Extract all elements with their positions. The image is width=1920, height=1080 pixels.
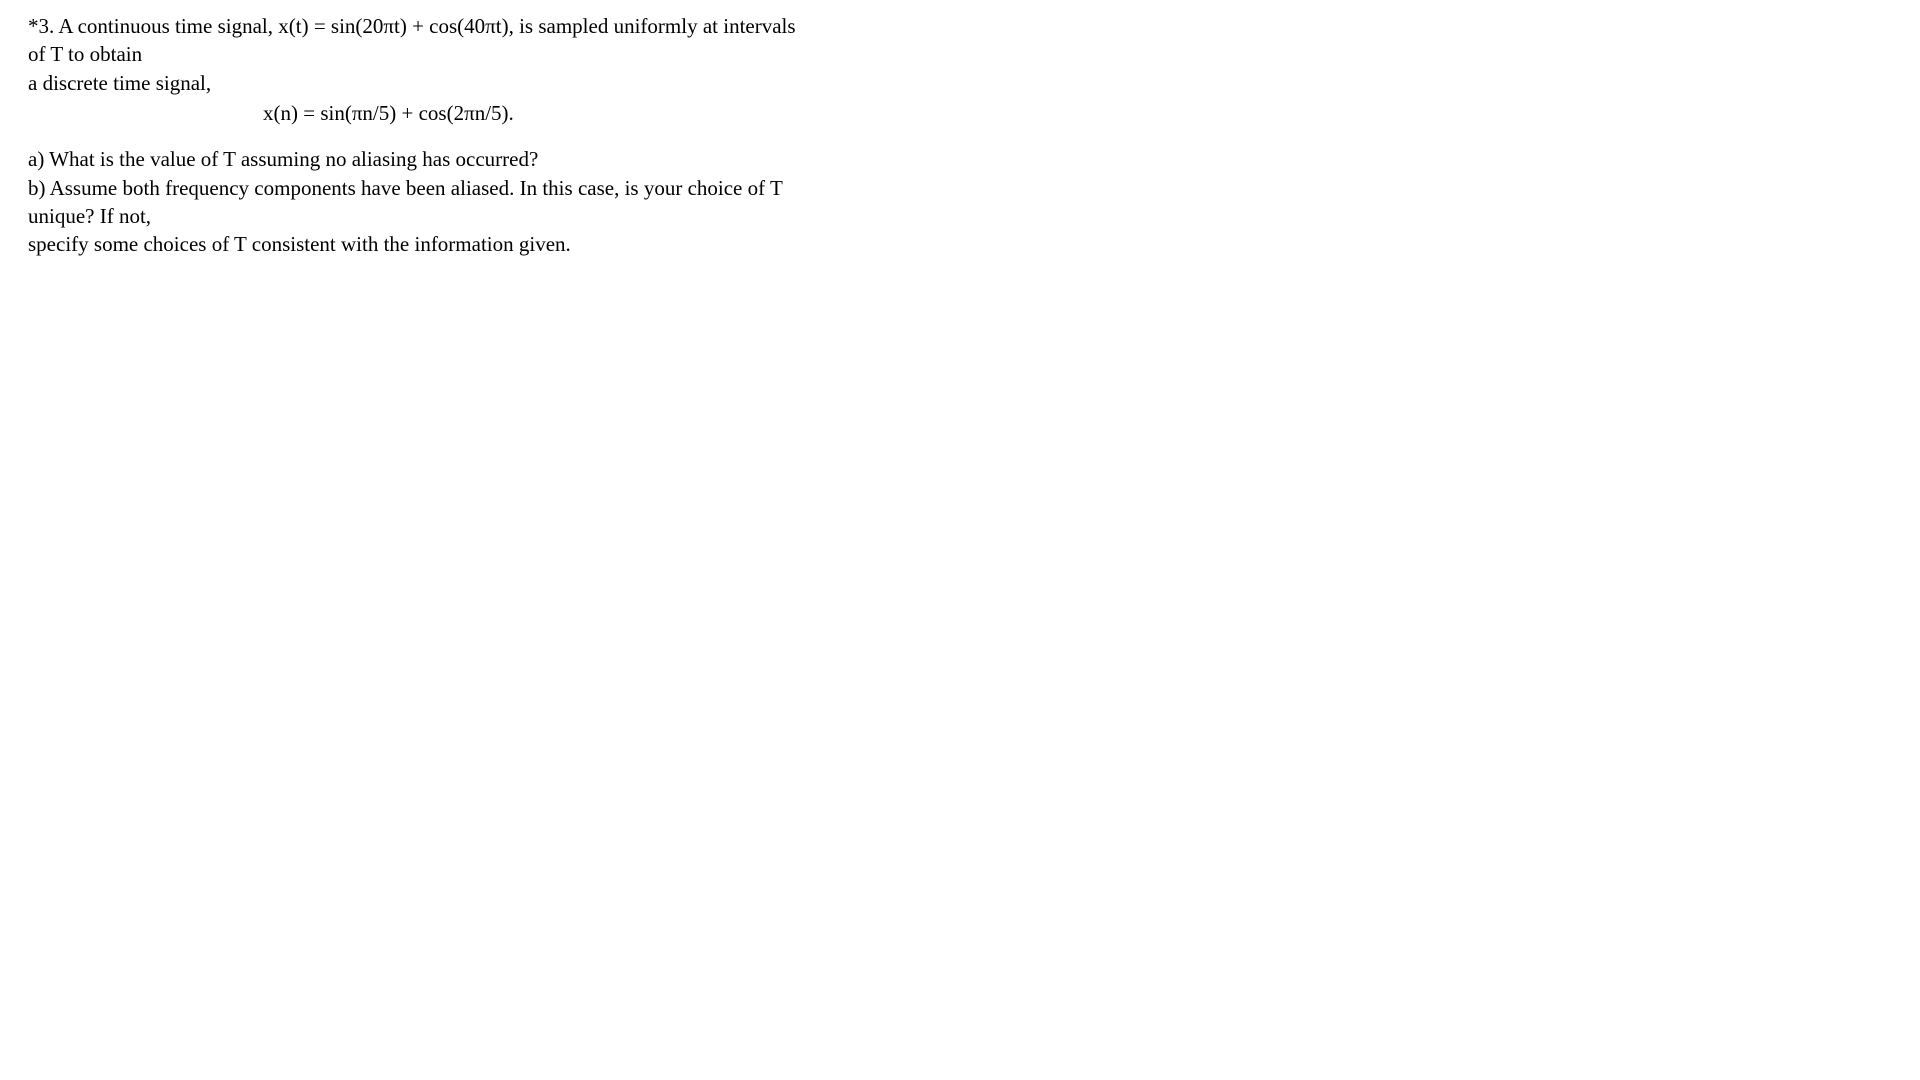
part-b: b) Assume both frequency components have…: [28, 174, 798, 259]
problem-statement: *3. A continuous time signal, x(t) = sin…: [28, 12, 798, 97]
intro-text-line2: a discrete time signal,: [28, 71, 211, 95]
part-a-text: a) What is the value of T assuming no al…: [28, 147, 538, 171]
equation-text: x(n) = sin(πn/5) + cos(2πn/5).: [263, 101, 514, 125]
part-b-line1: b) Assume both frequency components have…: [28, 176, 782, 228]
part-a: a) What is the value of T assuming no al…: [28, 145, 798, 173]
discrete-signal-equation: x(n) = sin(πn/5) + cos(2πn/5).: [28, 99, 1892, 127]
problem-parts: a) What is the value of T assuming no al…: [28, 145, 798, 258]
intro-text-line1: *3. A continuous time signal, x(t) = sin…: [28, 14, 796, 66]
part-b-line2: specify some choices of T consistent wit…: [28, 232, 571, 256]
